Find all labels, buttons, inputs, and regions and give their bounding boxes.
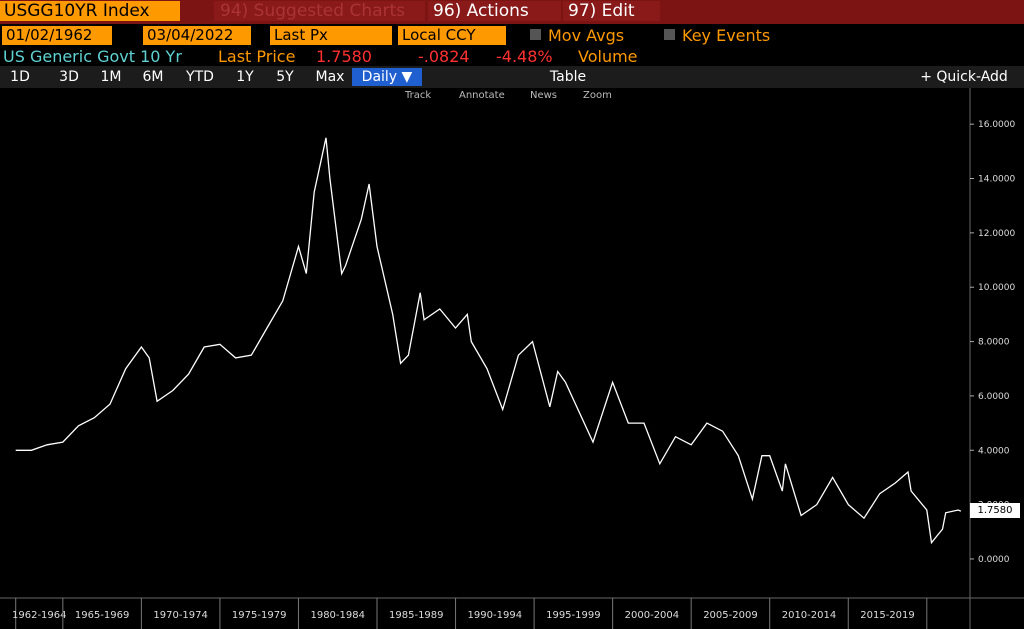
period-button[interactable]: 1Y bbox=[236, 69, 254, 85]
period-button[interactable]: 1M bbox=[100, 69, 122, 85]
period-button[interactable]: 5Y bbox=[276, 69, 294, 85]
x-tick-label: 1995-1999 bbox=[546, 610, 601, 621]
ticker[interactable]: USGG10YR Index bbox=[0, 1, 180, 21]
y-tick-label: 8.0000 bbox=[978, 338, 1010, 348]
x-tick-label: 1980-1984 bbox=[310, 610, 365, 621]
period-button[interactable]: YTD bbox=[186, 69, 214, 85]
y-tick-label: 4.0000 bbox=[978, 446, 1010, 456]
last-value-tag: 1.7580 bbox=[970, 503, 1020, 518]
x-tick-label: 1962-1964 bbox=[12, 610, 67, 621]
y-tick-label: 0.0000 bbox=[978, 555, 1010, 565]
period-button[interactable]: Max bbox=[315, 69, 345, 85]
x-tick-label: 2005-2009 bbox=[703, 610, 758, 621]
suggested-charts[interactable]: 94) Suggested Charts bbox=[214, 1, 425, 21]
key-events[interactable]: Key Events bbox=[682, 26, 771, 45]
last-price: 1.7580 bbox=[316, 47, 372, 66]
y-tick-label: 12.0000 bbox=[978, 229, 1015, 239]
end-date[interactable]: 03/04/2022 bbox=[143, 26, 251, 45]
mov-avgs[interactable]: Mov Avgs bbox=[548, 26, 625, 45]
currency-select[interactable]: Local CCY bbox=[398, 26, 506, 45]
volume: Volume bbox=[578, 47, 638, 66]
y-tick-label: 10.0000 bbox=[978, 283, 1015, 293]
x-tick-label: 1970-1974 bbox=[153, 610, 208, 621]
chart-tool[interactable]: Annotate bbox=[459, 90, 505, 101]
price-line bbox=[15, 137, 962, 545]
quick-add[interactable]: + Quick-Add bbox=[920, 69, 1008, 85]
y-tick-label: 14.0000 bbox=[978, 175, 1015, 185]
chart: 0.00002.00004.00006.00008.000010.000012.… bbox=[0, 88, 1024, 629]
checkbox[interactable] bbox=[664, 29, 675, 40]
chart-tool[interactable]: News bbox=[530, 90, 558, 101]
period-button[interactable]: 6M bbox=[142, 69, 164, 85]
y-tick-label: 16.0000 bbox=[978, 120, 1015, 130]
period-button[interactable]: 1D bbox=[10, 69, 30, 85]
toolbar bbox=[0, 66, 1024, 88]
field-select[interactable]: Last Px bbox=[270, 26, 392, 45]
x-tick-label: 1985-1989 bbox=[389, 610, 444, 621]
start-date[interactable]: 01/02/1962 bbox=[2, 26, 112, 45]
period-button[interactable]: 3D bbox=[59, 69, 79, 85]
table-button[interactable]: Table bbox=[549, 69, 587, 85]
frequency[interactable]: Daily ▼ bbox=[352, 68, 422, 86]
x-tick-label: 1990-1994 bbox=[468, 610, 523, 621]
change-pct: -4.48% bbox=[496, 47, 553, 66]
x-tick-label: 1975-1979 bbox=[232, 610, 287, 621]
x-tick-label: 1965-1969 bbox=[75, 610, 130, 621]
x-tick-label: 2010-2014 bbox=[782, 610, 837, 621]
change: -.0824 bbox=[418, 47, 470, 66]
x-tick-label: 2015-2019 bbox=[860, 610, 915, 621]
checkbox[interactable] bbox=[530, 29, 541, 40]
security-name: US Generic Govt 10 Yr bbox=[3, 47, 182, 66]
x-tick-label: 2000-2004 bbox=[625, 610, 680, 621]
last-price-label: Last Price bbox=[218, 47, 296, 66]
chart-tool[interactable]: Zoom bbox=[583, 90, 612, 101]
actions-menu[interactable]: 96) Actions bbox=[428, 1, 561, 21]
edit-menu[interactable]: 97) Edit bbox=[563, 1, 660, 21]
y-tick-label: 6.0000 bbox=[978, 392, 1010, 402]
chart-tool[interactable]: Track bbox=[405, 90, 432, 101]
